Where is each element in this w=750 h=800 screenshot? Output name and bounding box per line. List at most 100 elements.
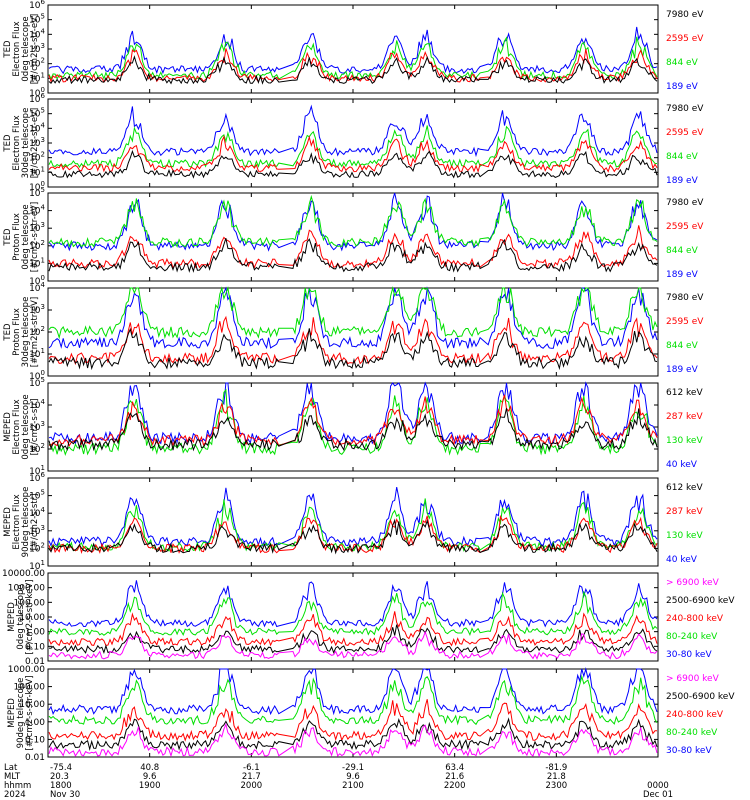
y-tick-label: 0.01	[25, 753, 45, 763]
y-tick-label: 100.00	[14, 598, 46, 608]
legend-entry: 30-80 keV	[666, 746, 712, 756]
legend-entry: 287 keV	[666, 507, 703, 517]
legend-entry: > 6900 keV	[666, 578, 720, 588]
legend-entry: 189 eV	[666, 270, 699, 280]
trace-blue	[48, 104, 658, 158]
trace-black	[48, 624, 658, 655]
x-tick-hhmm: 2000	[241, 781, 263, 791]
trace-black	[48, 327, 658, 371]
y-axis-label: Proton Flux	[12, 308, 22, 356]
trace-green	[48, 286, 658, 340]
panel-4: 100 101 102 103 104 TED Proton Flux 30deg teles…	[3, 281, 659, 382]
y-tick-label: 1000.00	[8, 584, 45, 594]
y-axis-label: 30deg telescope	[21, 297, 31, 368]
y-axis-label: [#/cm2-s-str-keV]	[25, 676, 35, 751]
x-tick-hhmm: 2200	[444, 781, 466, 791]
y-tick-label: 105	[29, 107, 45, 120]
legend-entry: 612 keV	[666, 388, 703, 398]
legend-entry: 189 eV	[666, 365, 699, 375]
legend-entry: 2595 eV	[666, 317, 704, 327]
y-tick-label: 101	[29, 165, 45, 178]
y-tick-label: 106	[29, 0, 45, 11]
series-black	[48, 408, 658, 452]
y-tick-label: 100.00	[14, 683, 46, 693]
x-axis-row-label: Lat	[4, 763, 18, 773]
series-black	[48, 55, 658, 85]
legend-entry: 844 eV	[666, 58, 699, 68]
legend-entry: 189 eV	[666, 82, 699, 92]
trace-red	[48, 611, 658, 647]
y-axis-label: MEPED	[7, 602, 17, 632]
y-tick-label: 105	[29, 13, 45, 26]
y-tick-label: 102	[29, 442, 45, 455]
trace-green	[48, 590, 658, 637]
panel-frame	[47, 382, 659, 472]
series-green	[48, 286, 658, 340]
y-axis-label: 90deg telescope	[21, 487, 31, 558]
y-tick-label: 103	[29, 42, 45, 55]
trace-blue	[48, 26, 658, 75]
x-tick-lat: 40.8	[140, 763, 159, 773]
legend-entry: 844 eV	[666, 152, 699, 162]
trace-black	[48, 149, 658, 179]
legend-entry: 80-240 keV	[666, 728, 718, 738]
y-tick-label: 101	[29, 71, 45, 84]
y-tick-label: 101	[29, 559, 45, 572]
trace-green	[48, 125, 658, 169]
y-tick-label: 103	[29, 136, 45, 149]
trace-green	[48, 36, 658, 81]
x-tick-lat: -75.4	[50, 763, 72, 773]
y-tick-label: 1000.00	[8, 665, 45, 675]
trace-red	[48, 315, 658, 366]
trace-black	[48, 238, 658, 273]
legend-entry: 2595 eV	[666, 128, 704, 138]
series-black	[48, 624, 658, 655]
y-axis-label: MEPED	[3, 507, 13, 537]
panel-6: 101 102 103 104 105 106 MEPED Electron Flux 90de…	[3, 471, 659, 572]
y-tick-label: 105	[29, 489, 45, 502]
legend-entry: 189 eV	[666, 176, 699, 186]
series-black	[48, 149, 658, 179]
x-tick-date: Dec 01	[643, 790, 673, 800]
legend-entry: 7980 eV	[666, 198, 704, 208]
x-tick-mlt: 9.6	[346, 772, 360, 782]
trace-red	[48, 135, 658, 173]
x-tick-hhmm: 0000	[647, 781, 669, 791]
y-tick-label: 103	[29, 303, 45, 316]
y-axis-label: MEPED	[3, 412, 13, 442]
series-red	[48, 611, 658, 647]
trace-blue	[48, 487, 658, 548]
y-tick-label: 104	[29, 27, 45, 40]
y-tick-label: 0.01	[25, 657, 45, 667]
trace-red	[48, 225, 658, 270]
y-axis-label: [#/cm2-s-str-eV]	[30, 14, 40, 84]
x-tick-hhmm: 2300	[546, 781, 568, 791]
y-tick-label: 101	[29, 464, 45, 477]
y-axis-label: 0deg telescope	[21, 394, 31, 459]
y-tick-label: 101	[29, 256, 45, 269]
y-axis-label: 30deg telescope	[21, 108, 31, 179]
y-tick-label: 103	[29, 221, 45, 234]
trace-magenta	[48, 630, 658, 660]
y-axis-label: [#/cm2-s-str-keV]	[25, 580, 35, 655]
series-blue	[48, 381, 658, 445]
series-black	[48, 327, 658, 371]
x-axis-row-label: MLT	[4, 772, 21, 782]
legend-entry: 240-800 keV	[666, 710, 724, 720]
y-axis-label: 0deg telescope	[21, 204, 31, 269]
y-tick-label: 104	[29, 121, 45, 134]
legend-entry: 2595 eV	[666, 222, 704, 232]
legend-entry: 7980 eV	[666, 10, 704, 20]
x-tick-lat: -81.9	[545, 763, 567, 773]
y-tick-label: 103	[29, 524, 45, 537]
y-tick-label: 104	[29, 398, 45, 411]
y-tick-label: 105	[29, 376, 45, 389]
y-tick-label: 10000.00	[2, 569, 45, 579]
x-axis-row-label: 2024	[4, 790, 26, 800]
x-tick-lat: -29.1	[342, 763, 364, 773]
x-tick-lat: 63.4	[445, 763, 464, 773]
x-tick-mlt: 20.3	[50, 772, 69, 782]
